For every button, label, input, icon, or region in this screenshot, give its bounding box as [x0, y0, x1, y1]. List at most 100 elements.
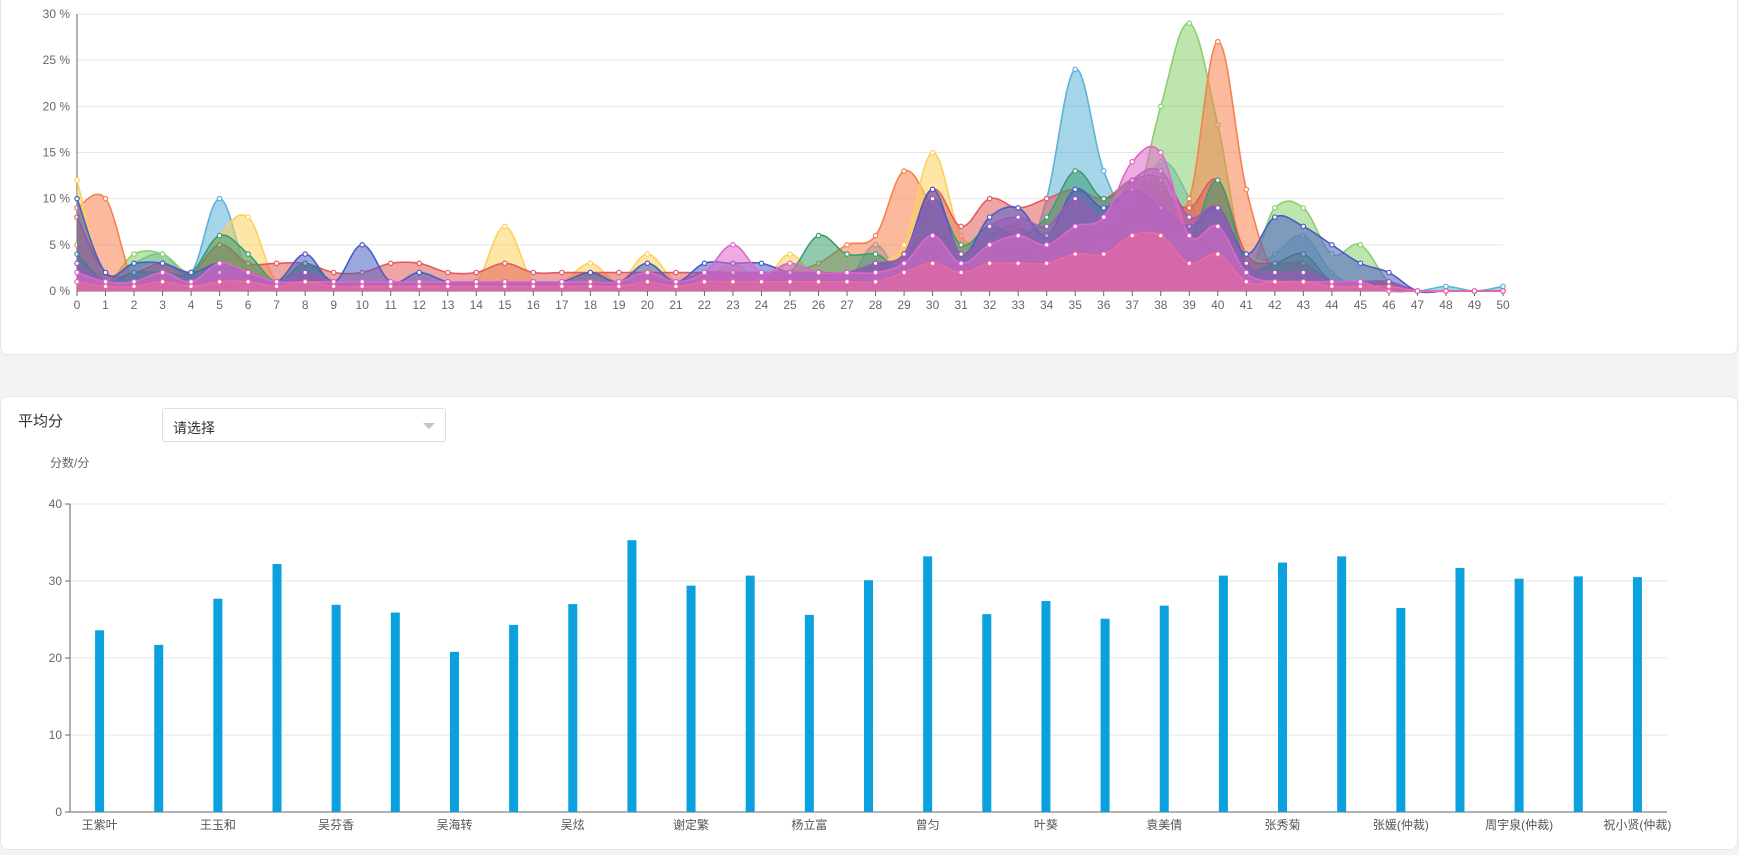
bar — [1100, 618, 1110, 812]
data-point — [245, 278, 251, 285]
distribution-chart-card — [0, 0, 1738, 355]
data-point — [1100, 214, 1107, 220]
data-point — [159, 251, 166, 257]
data-point — [701, 269, 708, 276]
x-tick-label: 18 — [584, 298, 598, 312]
data-point — [559, 278, 565, 285]
y-axis-title: 分数/分 — [50, 455, 89, 470]
data-point — [1243, 278, 1250, 285]
data-point — [1386, 269, 1392, 276]
x-tick-label: 26 — [812, 298, 826, 312]
data-point — [131, 278, 137, 285]
x-tick-label: 47 — [1411, 298, 1425, 312]
x-tick-label: 42 — [1268, 298, 1282, 312]
data-point — [1500, 288, 1506, 294]
data-point — [986, 260, 993, 267]
bar — [982, 614, 992, 812]
data-point — [1072, 168, 1079, 174]
x-tick-label: 17 — [555, 298, 569, 312]
data-point — [958, 242, 964, 248]
data-point — [74, 269, 80, 276]
x-tick-label: 7 — [273, 298, 280, 312]
data-point — [1215, 177, 1221, 184]
data-point — [644, 278, 651, 285]
area-fill — [77, 232, 1503, 292]
data-point — [587, 260, 594, 267]
data-point — [844, 278, 850, 285]
data-point — [1100, 251, 1107, 257]
data-point — [1443, 283, 1449, 290]
data-point — [245, 251, 251, 257]
x-tick-label: 28 — [869, 298, 883, 312]
data-point — [216, 232, 223, 239]
y-tick-label: 30 % — [43, 7, 71, 21]
x-tick-label: 40 — [1211, 298, 1225, 312]
data-point — [1300, 269, 1307, 276]
data-point — [958, 269, 964, 276]
x-tick-label: 吴芬香 — [318, 818, 354, 832]
bar — [95, 630, 105, 812]
data-point — [872, 260, 879, 267]
person-select[interactable]: 请选择 — [162, 408, 446, 442]
x-tick-label: 31 — [954, 298, 968, 312]
y-tick-label: 20 — [49, 651, 63, 665]
x-tick-label: 41 — [1240, 298, 1254, 312]
data-point — [559, 269, 565, 276]
data-point — [501, 223, 508, 230]
data-point — [1015, 260, 1021, 267]
data-point — [1215, 223, 1221, 230]
data-point — [1072, 186, 1079, 193]
data-point — [216, 260, 223, 267]
bar — [331, 604, 341, 812]
data-point — [986, 214, 993, 220]
x-tick-label: 39 — [1183, 298, 1197, 312]
bar — [627, 540, 637, 812]
x-tick-label: 24 — [755, 298, 769, 312]
bar — [154, 644, 164, 812]
bar — [213, 598, 223, 812]
y-tick-label: 0 — [55, 805, 62, 819]
x-tick-label: 10 — [356, 298, 370, 312]
data-point — [1043, 214, 1050, 220]
x-tick-label: 王玉和 — [200, 818, 236, 832]
data-point — [1129, 232, 1136, 239]
data-point — [416, 278, 423, 285]
data-point — [473, 283, 480, 290]
data-point — [131, 260, 137, 267]
data-point — [644, 260, 651, 267]
data-point — [758, 260, 765, 267]
data-point — [587, 278, 594, 285]
bar — [745, 575, 755, 812]
data-point — [1157, 149, 1164, 156]
x-tick-label: 29 — [897, 298, 911, 312]
data-point — [1186, 260, 1193, 267]
data-point — [102, 283, 109, 290]
data-point — [929, 195, 936, 202]
data-point — [1072, 195, 1079, 202]
data-point — [1272, 278, 1278, 285]
data-point — [1072, 66, 1079, 73]
x-tick-label: 吴炫 — [561, 817, 585, 832]
data-point — [844, 251, 850, 257]
x-tick-label: 4 — [188, 298, 195, 312]
data-point — [159, 260, 166, 267]
data-point — [701, 260, 708, 267]
data-point — [302, 278, 308, 285]
average-score-bar-chart: 分数/分 0 10 20 30 40 王紫叶 王玉和 吴芬香 吴海转 吴炫 谢定繁 杨立富 曾匀 叶葵 袁美倩… — [49, 455, 1672, 832]
x-tick-label: 杨立富 — [791, 817, 827, 832]
y-tick-label: 10 — [49, 728, 63, 742]
data-point — [387, 283, 394, 290]
data-point — [958, 260, 964, 267]
data-point — [1357, 283, 1364, 290]
data-point — [501, 278, 508, 285]
data-point — [216, 195, 223, 202]
x-tick-label: 0 — [74, 298, 81, 312]
data-point — [416, 260, 423, 267]
data-point — [273, 283, 280, 290]
data-point — [929, 232, 936, 239]
data-point — [815, 269, 822, 276]
bar — [923, 556, 933, 812]
data-point — [787, 251, 793, 257]
x-tick-label: 6 — [245, 298, 252, 312]
data-point — [815, 278, 822, 285]
